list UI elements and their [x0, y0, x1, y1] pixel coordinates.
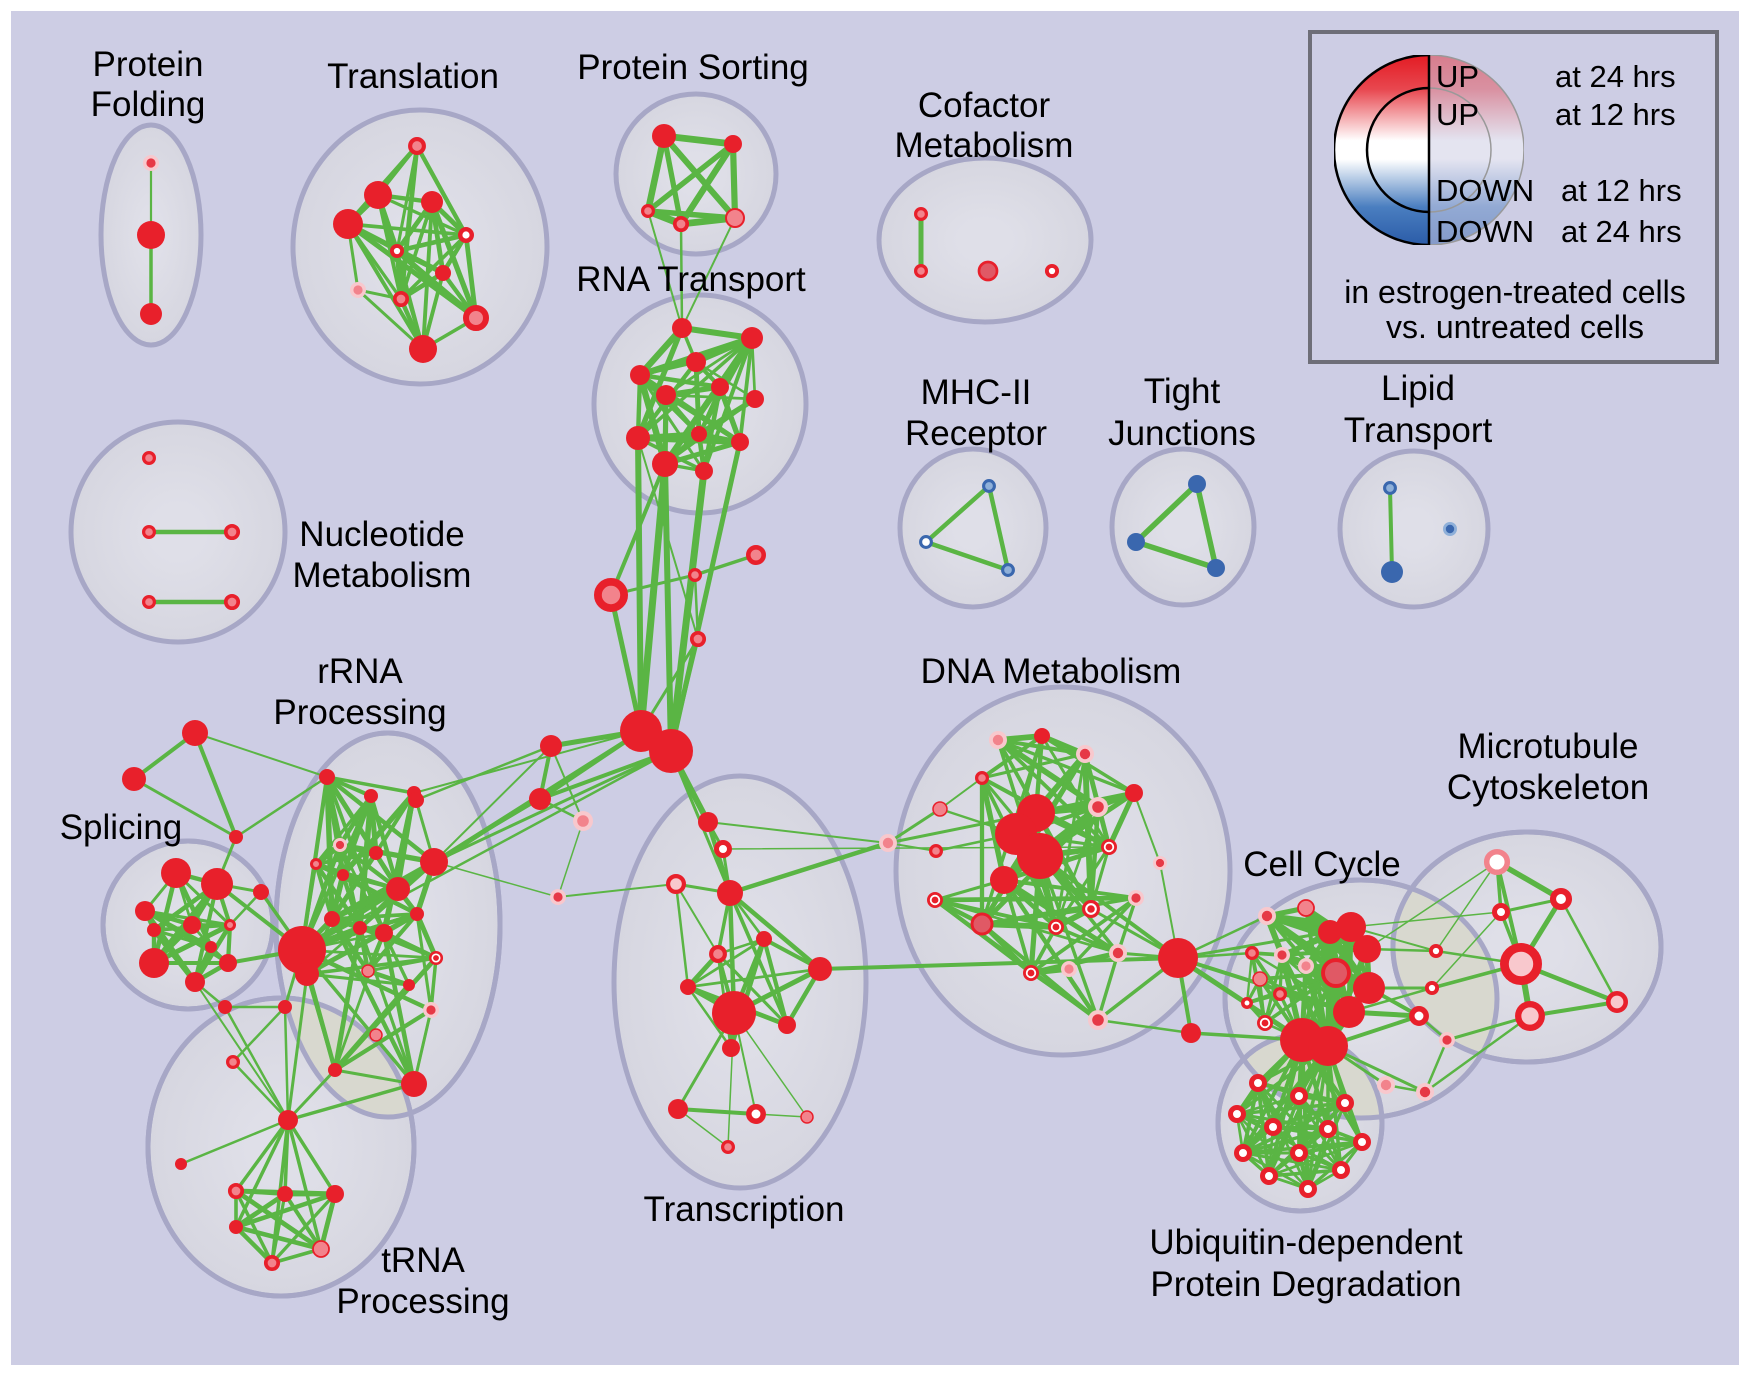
svg-text:in estrogen-treated cells: in estrogen-treated cells	[1344, 274, 1686, 310]
svg-text:Receptor: Receptor	[905, 414, 1047, 453]
svg-text:Nucleotide: Nucleotide	[299, 515, 464, 554]
svg-text:Ubiquitin-dependent: Ubiquitin-dependent	[1149, 1223, 1463, 1262]
svg-text:Tight: Tight	[1144, 372, 1221, 411]
svg-text:Folding: Folding	[91, 85, 206, 124]
svg-text:at 24 hrs: at 24 hrs	[1561, 214, 1682, 249]
svg-text:Cofactor: Cofactor	[918, 86, 1051, 125]
svg-text:Microtubule: Microtubule	[1458, 727, 1639, 766]
svg-text:DOWN: DOWN	[1436, 214, 1534, 249]
svg-text:Cell Cycle: Cell Cycle	[1243, 845, 1401, 884]
svg-text:UP: UP	[1436, 59, 1479, 94]
svg-text:DOWN: DOWN	[1436, 173, 1534, 208]
svg-text:Protein Degradation: Protein Degradation	[1150, 1265, 1461, 1304]
svg-text:Cytoskeleton: Cytoskeleton	[1447, 768, 1649, 807]
svg-text:UP: UP	[1436, 97, 1479, 132]
svg-text:Metabolism: Metabolism	[895, 126, 1074, 165]
svg-text:MHC-II: MHC-II	[921, 373, 1032, 412]
svg-text:Protein: Protein	[93, 45, 204, 84]
svg-text:at 12 hrs: at 12 hrs	[1555, 97, 1676, 132]
svg-text:Junctions: Junctions	[1108, 414, 1256, 453]
svg-text:Processing: Processing	[336, 1282, 509, 1321]
svg-text:vs. untreated cells: vs. untreated cells	[1386, 309, 1644, 345]
svg-text:Processing: Processing	[273, 693, 446, 732]
svg-text:Lipid: Lipid	[1381, 369, 1455, 408]
svg-text:Metabolism: Metabolism	[293, 556, 472, 595]
svg-text:Translation: Translation	[327, 57, 499, 96]
svg-text:at 24 hrs: at 24 hrs	[1555, 59, 1676, 94]
svg-text:Transcription: Transcription	[644, 1190, 845, 1229]
svg-text:Protein Sorting: Protein Sorting	[577, 48, 809, 87]
svg-text:Splicing: Splicing	[60, 808, 183, 847]
svg-text:rRNA: rRNA	[317, 652, 403, 691]
svg-text:tRNA: tRNA	[381, 1241, 465, 1280]
svg-text:DNA Metabolism: DNA Metabolism	[921, 652, 1182, 691]
svg-text:RNA Transport: RNA Transport	[576, 260, 806, 299]
svg-text:at 12 hrs: at 12 hrs	[1561, 173, 1682, 208]
svg-text:Transport: Transport	[1344, 411, 1493, 450]
